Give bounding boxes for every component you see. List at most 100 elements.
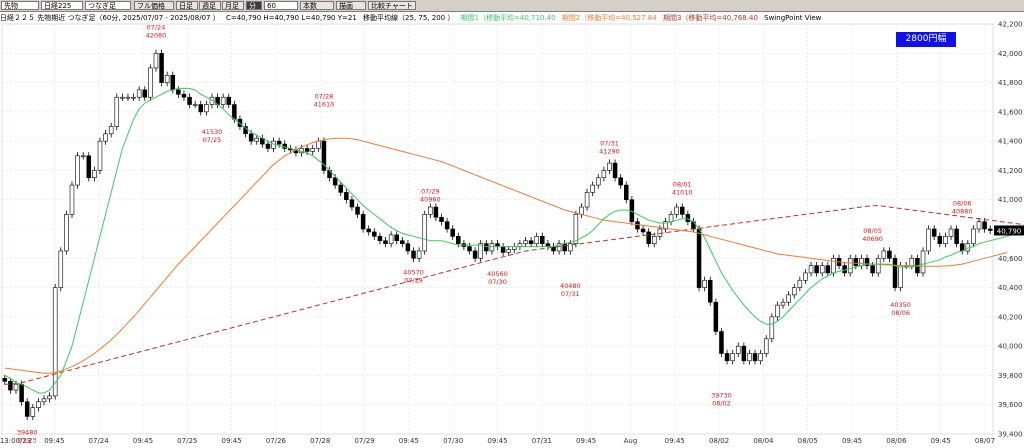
candle-body [943, 236, 948, 244]
candle-body [416, 250, 422, 259]
x-tick-label: 08/02 [709, 437, 729, 445]
swing-annotation: 39480 [17, 428, 38, 436]
x-tick-label: 08/07 [975, 437, 995, 445]
candle-body [316, 140, 321, 149]
monthly-button[interactable]: 月足 [222, 1, 244, 10]
candle-body [164, 74, 170, 83]
x-tick-label: 09:45 [133, 437, 153, 445]
candle-body [237, 118, 243, 127]
candle-body [859, 257, 864, 266]
candle-body [847, 257, 853, 274]
x-tick-label: 09:45 [44, 437, 64, 445]
y-tick-label: 41,800 [998, 79, 1023, 87]
candle-body [383, 240, 388, 244]
y-tick-label: 40,000 [998, 343, 1023, 351]
price-type-button[interactable]: フル価格 [134, 1, 174, 10]
candle-body [86, 155, 92, 179]
candle-body [618, 177, 623, 186]
candle-body [730, 353, 735, 362]
compare-chart-button[interactable]: 比較チャート [368, 1, 416, 10]
candle-body [220, 96, 226, 105]
candle-body [780, 301, 786, 306]
swing-annotation: 41530 [202, 128, 223, 136]
candle-body [752, 353, 758, 362]
swing-annotation: 40480 [560, 282, 581, 290]
x-tick-label: 07/24 [89, 437, 110, 445]
candle-body [176, 89, 181, 95]
candle-body [69, 184, 75, 215]
symbol-select[interactable]: 日経225 [41, 1, 83, 10]
x-tick-label: 09:45 [665, 437, 685, 445]
candle-body [635, 221, 640, 230]
swing-annotation: 40570 [403, 269, 424, 277]
candle-body [148, 67, 153, 98]
candle-body [108, 126, 114, 135]
swing-annotation: 42080 [146, 32, 167, 40]
candle-body [680, 206, 685, 215]
candle-body [926, 228, 931, 252]
y-tick-label: 39,600 [998, 401, 1023, 409]
candle-body [696, 228, 702, 288]
weekly-button[interactable]: 週足 [199, 1, 221, 10]
candle-body [775, 304, 780, 318]
ma-long-line [4, 205, 1024, 385]
swing-annotation: 07/31 [561, 290, 580, 298]
candle-body [187, 96, 192, 105]
swing-annotation: 08/02 [712, 400, 731, 408]
candle-body [478, 243, 483, 259]
candle-body [898, 265, 903, 288]
candle-body [987, 228, 993, 231]
x-tick-label: 09:45 [221, 437, 241, 445]
candle-body [181, 93, 187, 98]
swing-annotation: 40960 [420, 196, 441, 204]
y-tick-label: 39,800 [998, 372, 1023, 380]
candle-body [702, 279, 707, 288]
candle-body [92, 170, 97, 179]
candle-body [825, 265, 831, 274]
candle-body [931, 228, 937, 237]
chart-info-bar: 日経２２５ 先物期近 つなぎ足（60分, 2025/07/07 - 2025/0… [0, 13, 990, 23]
candle-body [624, 184, 629, 201]
candle-body [439, 216, 444, 222]
candle-body [646, 231, 651, 244]
candle-body [562, 243, 567, 252]
candle-body [640, 228, 646, 233]
bars-button[interactable]: 本数 [300, 1, 334, 10]
candle-body [870, 265, 875, 274]
minute-button[interactable]: 分 [246, 1, 262, 10]
candle-body [388, 234, 394, 244]
candle-body [982, 221, 987, 230]
swing-annotation: 07/25 [203, 136, 222, 144]
candle-body [819, 265, 825, 274]
swing-annotation: 08/06 [953, 199, 972, 207]
interval-input[interactable]: 60 [264, 1, 298, 10]
swingpoint-label[interactable]: SwingPoint View [764, 14, 822, 22]
x-tick-label: 07/28 [310, 437, 330, 445]
draw-button[interactable]: 描画 [336, 1, 366, 10]
continuous-select[interactable]: つなぎ足 [85, 1, 131, 10]
candle-body [797, 279, 803, 288]
candle-body [472, 250, 478, 259]
candle-body [786, 294, 791, 303]
daily-button[interactable]: 日足 [176, 1, 198, 10]
candle-body [663, 221, 668, 230]
candle-body [310, 148, 315, 152]
candle-body [713, 301, 719, 332]
y-tick-label: 41,200 [998, 167, 1023, 175]
candle-body [153, 52, 159, 69]
x-tick-label: 07/29 [354, 437, 374, 445]
candle-body [142, 89, 148, 98]
candle-body [467, 246, 472, 252]
candle-body [612, 162, 618, 179]
candle-body [892, 257, 898, 288]
candle-body [97, 140, 103, 171]
market-select[interactable]: 先物 [1, 1, 39, 10]
candle-body [13, 383, 19, 391]
candle-body [791, 287, 797, 296]
candle-body [568, 243, 573, 252]
candle-body [321, 140, 327, 171]
swing-annotation: 39730 [711, 392, 732, 400]
candle-body [405, 243, 411, 252]
candle-body [103, 133, 108, 142]
